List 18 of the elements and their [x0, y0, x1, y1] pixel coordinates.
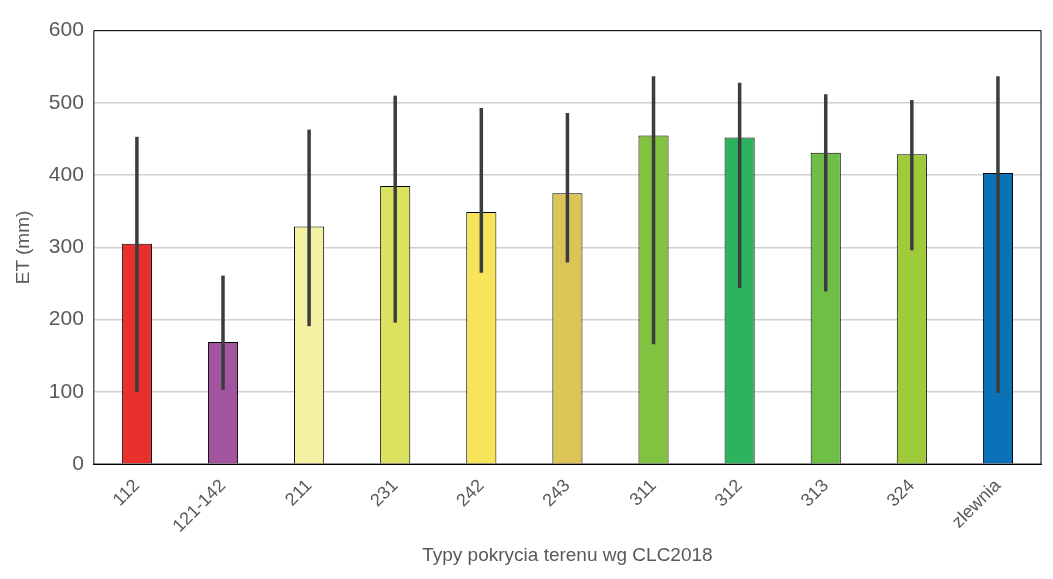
y-tick-label: 0: [72, 451, 84, 475]
x-tick-label: 324: [882, 475, 919, 511]
x-tick-label: 112: [108, 475, 144, 510]
y-tick-label: 100: [48, 378, 84, 402]
x-tick-label: 242: [452, 475, 488, 511]
x-tick-label: 313: [796, 475, 833, 511]
y-tick-label: 400: [48, 161, 84, 185]
x-tick-label: 211: [281, 475, 316, 510]
x-tick-label: 231: [366, 475, 402, 511]
x-axis-title: Typy pokrycia terenu wg CLC2018: [422, 543, 713, 565]
y-tick-label: 300: [48, 234, 84, 258]
y-tick-label: 200: [48, 306, 84, 330]
y-tick-label: 500: [48, 89, 84, 113]
x-tick-label: 243: [538, 475, 574, 511]
x-tick-label: 312: [710, 475, 746, 511]
y-axis-title: ET (mm): [11, 210, 33, 285]
x-tick-label: 311: [625, 475, 660, 510]
y-tick-label: 600: [48, 17, 84, 41]
